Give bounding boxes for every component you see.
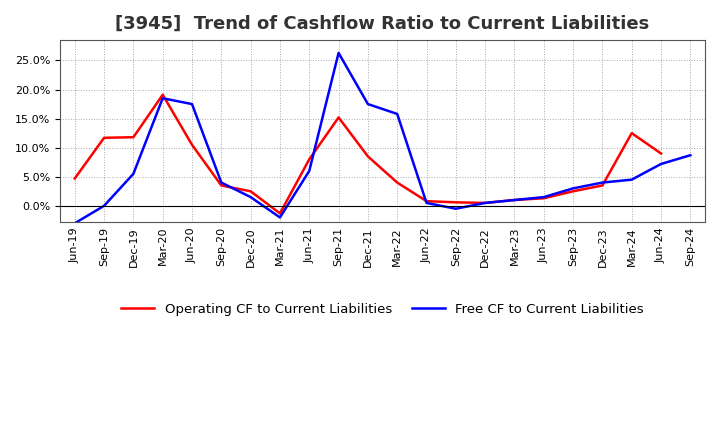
Free CF to Current Liabilities (627, 177, 636, 182)
Free CF to Current Liabilities (305, 168, 314, 173)
Free CF to Current Liabilities (246, 194, 255, 200)
Operating CF to Current Liabilities (217, 183, 225, 188)
Operating CF to Current Liabilities (510, 198, 519, 203)
Operating CF to Current Liabilities (539, 196, 548, 201)
Free CF to Current Liabilities (422, 200, 431, 205)
Operating CF to Current Liabilities (188, 142, 197, 147)
Operating CF to Current Liabilities (422, 198, 431, 204)
Operating CF to Current Liabilities (305, 157, 314, 162)
Operating CF to Current Liabilities (71, 176, 79, 181)
Free CF to Current Liabilities (481, 200, 490, 205)
Free CF to Current Liabilities (158, 95, 167, 101)
Free CF to Current Liabilities (510, 198, 519, 203)
Operating CF to Current Liabilities (364, 154, 372, 159)
Operating CF to Current Liabilities (451, 200, 460, 205)
Operating CF to Current Liabilities (393, 180, 402, 185)
Free CF to Current Liabilities (451, 206, 460, 211)
Line: Free CF to Current Liabilities: Free CF to Current Liabilities (75, 53, 690, 223)
Free CF to Current Liabilities (686, 153, 695, 158)
Free CF to Current Liabilities (188, 102, 197, 107)
Free CF to Current Liabilities (539, 194, 548, 200)
Free CF to Current Liabilities (364, 102, 372, 107)
Operating CF to Current Liabilities (569, 189, 577, 194)
Operating CF to Current Liabilities (246, 189, 255, 194)
Operating CF to Current Liabilities (598, 183, 607, 188)
Free CF to Current Liabilities (129, 171, 138, 176)
Free CF to Current Liabilities (276, 215, 284, 220)
Operating CF to Current Liabilities (100, 135, 109, 140)
Operating CF to Current Liabilities (657, 151, 665, 156)
Title: [3945]  Trend of Cashflow Ratio to Current Liabilities: [3945] Trend of Cashflow Ratio to Curren… (115, 15, 649, 33)
Operating CF to Current Liabilities (276, 211, 284, 216)
Free CF to Current Liabilities (71, 220, 79, 226)
Operating CF to Current Liabilities (481, 200, 490, 205)
Operating CF to Current Liabilities (129, 135, 138, 140)
Free CF to Current Liabilities (393, 111, 402, 117)
Operating CF to Current Liabilities (627, 131, 636, 136)
Free CF to Current Liabilities (657, 161, 665, 167)
Free CF to Current Liabilities (598, 180, 607, 185)
Operating CF to Current Liabilities (334, 115, 343, 120)
Free CF to Current Liabilities (569, 186, 577, 191)
Legend: Operating CF to Current Liabilities, Free CF to Current Liabilities: Operating CF to Current Liabilities, Fre… (116, 298, 649, 321)
Free CF to Current Liabilities (334, 50, 343, 55)
Free CF to Current Liabilities (217, 180, 225, 185)
Operating CF to Current Liabilities (158, 92, 167, 97)
Free CF to Current Liabilities (100, 203, 109, 209)
Line: Operating CF to Current Liabilities: Operating CF to Current Liabilities (75, 95, 661, 213)
